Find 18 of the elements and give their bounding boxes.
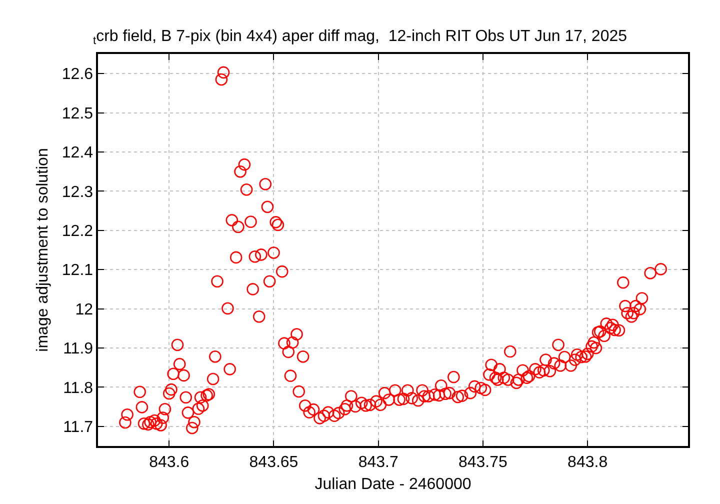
y-axis-title: image adjustment to solution xyxy=(34,148,52,352)
x-tick-label: 843.65 xyxy=(249,454,298,471)
y-tick-label: 12.1 xyxy=(62,262,94,280)
chart-title: $_{t}$crb field, B 7-pix (bin 4x4) aper diff mag, 12-inch RIT Obs UT Jun 17, 2025 xyxy=(92,28,628,48)
x-tick-label: 843.7 xyxy=(358,454,398,471)
x-tick-label: 843.6 xyxy=(149,454,190,471)
y-tick-label: 12 xyxy=(75,301,94,318)
y-tick-label: 11.9 xyxy=(63,340,94,358)
x-tick-label: 843.75 xyxy=(458,454,508,471)
y-tick-label: 12.3 xyxy=(62,184,94,201)
x-tick-label: 843.8 xyxy=(568,454,608,471)
y-tick-label: 11.8 xyxy=(63,380,94,397)
y-tick-label: 12.5 xyxy=(62,105,94,122)
x-axis-title: Julian Date - 2460000 xyxy=(314,476,472,494)
y-tick-label: 12.6 xyxy=(62,66,94,84)
y-tick-label: 11.7 xyxy=(63,419,94,436)
y-tick-label: 12.4 xyxy=(62,144,94,162)
y-tick-label: 12.2 xyxy=(62,223,94,240)
